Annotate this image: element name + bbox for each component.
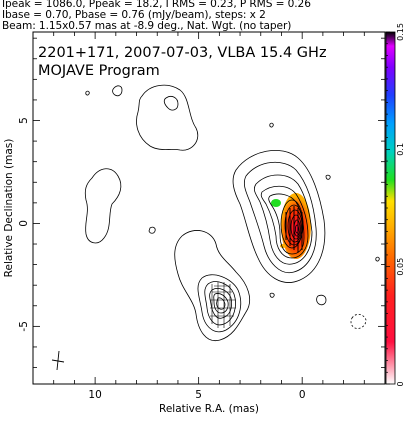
green-polarization-patch bbox=[271, 199, 281, 207]
contour-small-s bbox=[269, 292, 275, 298]
x-tick-label: 5 bbox=[195, 389, 202, 401]
polarization-vector-lines bbox=[285, 206, 303, 252]
chart-subtitle: MOJAVE Program bbox=[38, 63, 160, 79]
contour-north-inner bbox=[163, 96, 179, 111]
header-line-2: Ibase = 0.70, Pbase = 0.76 (mJy/beam), s… bbox=[2, 9, 266, 21]
contour-negative-dashed bbox=[350, 314, 367, 329]
contour-core-1 bbox=[232, 150, 326, 283]
contour-small-ne bbox=[325, 174, 331, 180]
beam-major-axis bbox=[56, 350, 60, 371]
y-tick-label: -5 bbox=[18, 321, 30, 331]
south-hatch-vertical bbox=[211, 282, 231, 328]
contour-south-1 bbox=[174, 230, 250, 342]
y-tick-label: 5 bbox=[18, 117, 30, 124]
chart-title: 2201+171, 2007-07-03, VLBA 15.4 GHz bbox=[38, 45, 327, 61]
orange-polarization-patch bbox=[280, 244, 286, 248]
x-tick-label: 0 bbox=[299, 389, 306, 401]
header-line-1: Ipeak = 1086.0, Ppeak = 18.2, I RMS = 0.… bbox=[2, 0, 311, 10]
plot-border bbox=[32, 31, 386, 385]
south-hatch-horizontal bbox=[210, 285, 236, 317]
colorbar-ticks: 0 0.05 0.1 0.15 bbox=[386, 23, 405, 387]
colorbar-tick-label: 0 bbox=[396, 381, 405, 386]
x-axis-label: Relative R.A. (mas) bbox=[159, 403, 259, 415]
contour-north-blob bbox=[136, 84, 199, 151]
contour-core-11 bbox=[294, 224, 299, 234]
contour-south-2 bbox=[197, 274, 242, 333]
contour-layer bbox=[84, 84, 380, 342]
contour-core-4 bbox=[260, 185, 309, 259]
x-axis-ticks: 10 5 0 bbox=[32, 32, 386, 401]
contour-core-2 bbox=[243, 162, 317, 274]
contour-small-nw bbox=[85, 90, 90, 96]
x-tick-label: 10 bbox=[88, 389, 101, 401]
beam-symbol bbox=[51, 350, 65, 371]
contour-small-east bbox=[316, 294, 327, 306]
y-axis-ticks: 5 0 -5 bbox=[18, 37, 385, 368]
contour-small-e bbox=[375, 256, 380, 262]
colorbar-tick-label: 0.05 bbox=[396, 258, 405, 276]
contour-small-n bbox=[269, 122, 274, 128]
beam-minor-axis bbox=[51, 359, 65, 363]
contour-west-blob bbox=[84, 168, 122, 244]
y-tick-label: 0 bbox=[18, 220, 30, 227]
contour-south-5 bbox=[213, 293, 229, 314]
colorbar-tick-label: 0.15 bbox=[396, 23, 405, 41]
contour-small-mid bbox=[148, 226, 156, 234]
y-axis-label: Relative Declination (mas) bbox=[3, 139, 15, 278]
polarization-vectors bbox=[285, 206, 303, 252]
contour-core-3 bbox=[253, 174, 313, 265]
plot-frame bbox=[32, 31, 386, 385]
colorbar-tick-label: 0.1 bbox=[396, 143, 405, 156]
header-line-3: Beam: 1.15x0.57 mas at -8.9 deg., Nat. W… bbox=[2, 20, 292, 32]
contour-south-6 bbox=[216, 297, 226, 310]
contour-core-9 bbox=[290, 214, 302, 240]
contour-north-small bbox=[112, 85, 123, 97]
